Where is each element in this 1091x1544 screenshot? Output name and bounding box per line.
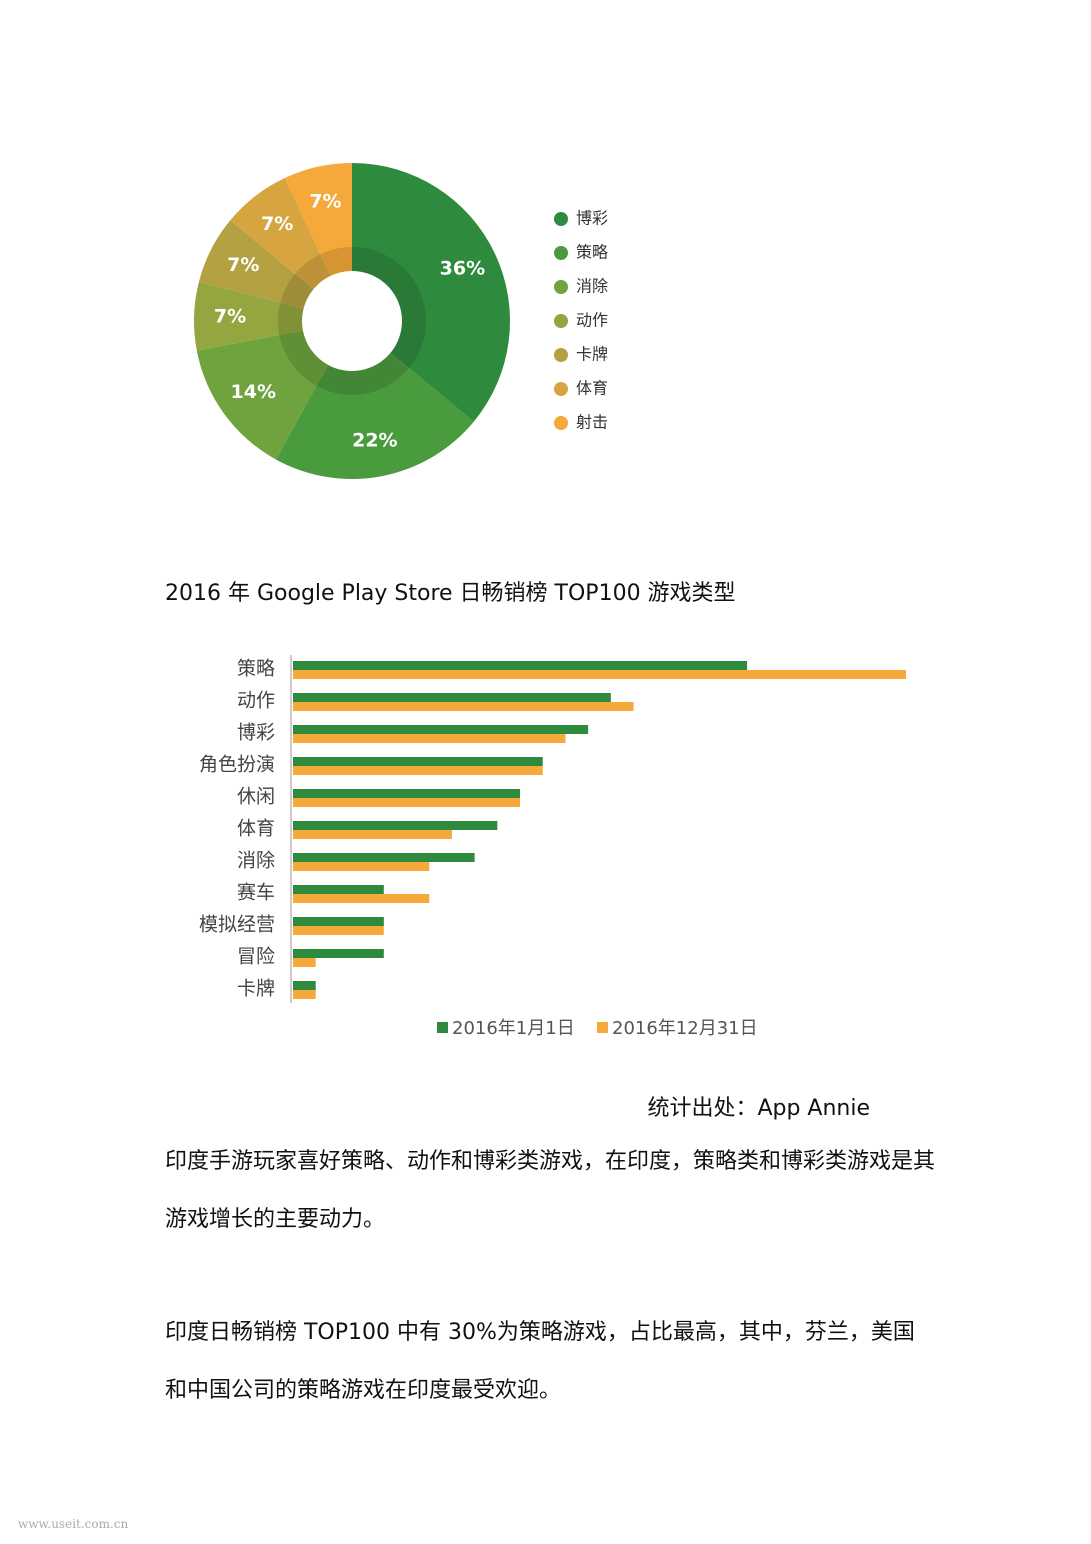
legend-label: 动作 [576, 311, 608, 330]
bar [293, 821, 498, 830]
bar [293, 725, 589, 734]
bar [293, 926, 384, 935]
slice-label: 7% [227, 254, 259, 276]
legend-label: 卡牌 [576, 345, 608, 364]
bar [293, 702, 634, 711]
inner-ring [278, 247, 426, 395]
legend-marker [554, 348, 568, 362]
bar [293, 853, 475, 862]
y-tick-label: 冒险 [237, 946, 275, 968]
bar [293, 670, 906, 679]
legend-label: 2016年12月31日 [612, 1018, 758, 1039]
legend-marker [554, 416, 568, 430]
bar [293, 734, 566, 743]
y-tick-label: 动作 [237, 690, 275, 712]
y-tick-label: 模拟经营 [199, 914, 275, 936]
bar [293, 757, 543, 766]
legend-label: 体育 [576, 379, 608, 398]
bar [293, 830, 452, 839]
slice-label: 14% [231, 381, 276, 403]
y-tick-label: 策略 [237, 658, 275, 680]
y-tick-label: 消除 [237, 850, 275, 872]
legend-label: 射击 [576, 413, 608, 432]
pie-slice [198, 220, 314, 309]
slice-label: 7% [309, 190, 341, 212]
source: 统计出处：App Annie [647, 1096, 870, 1121]
legend-label: 博彩 [576, 209, 608, 228]
bar [293, 798, 521, 807]
slice-label: 7% [261, 213, 293, 235]
bar [293, 789, 521, 798]
legend-label: 2016年1月1日 [452, 1018, 575, 1039]
bar [293, 661, 748, 670]
pie-slice [284, 163, 352, 276]
pie-slice [275, 352, 474, 479]
bar [293, 862, 430, 871]
slice-label: 22% [352, 429, 397, 451]
legend-marker [437, 1022, 448, 1033]
bar [293, 949, 384, 958]
legend-marker [597, 1022, 608, 1033]
pie-slice [352, 163, 510, 422]
bar [293, 766, 543, 775]
y-tick-label: 博彩 [237, 722, 275, 744]
legend-marker [554, 382, 568, 396]
slice-label: 7% [214, 306, 246, 328]
bar [293, 917, 384, 926]
pie-slice [230, 178, 331, 290]
bar [293, 693, 611, 702]
legend-label: 消除 [576, 277, 608, 296]
y-tick-label: 卡牌 [237, 978, 275, 1000]
bar [293, 990, 316, 999]
bar [293, 981, 316, 990]
bar [293, 958, 316, 967]
bar [293, 894, 430, 903]
pie-slice [194, 281, 304, 351]
legend-label: 策略 [576, 243, 608, 262]
slice-label: 36% [440, 258, 485, 280]
paragraph: 印度手游玩家喜好策略、动作和博彩类游戏，在印度，策略类和博彩类游戏是其游戏增长的… [165, 1149, 936, 1232]
y-tick-label: 休闲 [237, 786, 275, 808]
legend-marker [554, 314, 568, 328]
pie-slice [196, 330, 328, 460]
y-tick-label: 角色扮演 [199, 754, 275, 776]
caption: 2016 年 Google Play Store 日畅销榜 TOP100 游戏类… [165, 581, 736, 606]
paragraph: 印度日畅销榜 TOP100 中有 30%为策略游戏，占比最高，其中，芬兰，美国和… [165, 1320, 915, 1403]
y-tick-label: 体育 [237, 818, 275, 840]
legend-marker [554, 212, 568, 226]
legend-marker [554, 280, 568, 294]
footer-watermark: www.useit.com.cn [18, 1517, 129, 1531]
bar [293, 885, 384, 894]
y-tick-label: 赛车 [237, 882, 275, 904]
legend-marker [554, 246, 568, 260]
